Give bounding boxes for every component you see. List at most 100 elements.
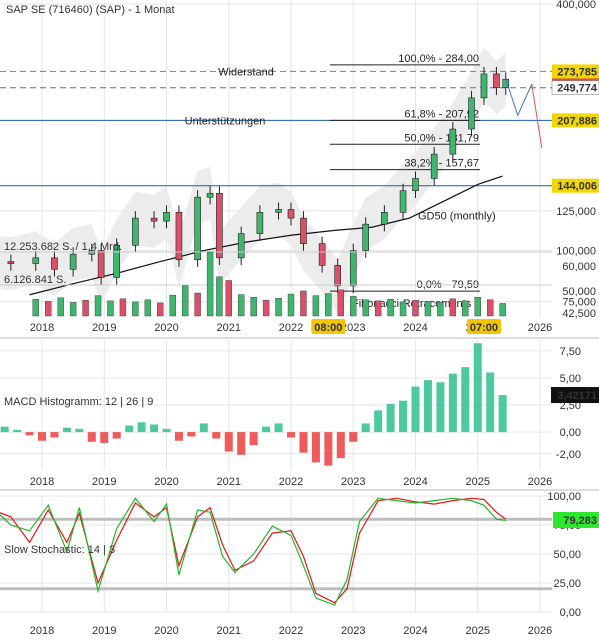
macd-bar — [386, 403, 395, 433]
volume-bar — [474, 296, 481, 317]
volume-bar — [424, 301, 432, 317]
fib-level-label: 100,0% - 284,00 — [398, 53, 479, 65]
macd-bar — [38, 432, 46, 441]
volume-side-tick: 50,000 — [562, 286, 596, 298]
candle-body — [399, 190, 407, 213]
macd-bar — [75, 428, 84, 433]
support-label: Unterstützungen — [185, 115, 266, 127]
volume-bar — [499, 303, 506, 317]
candle-body — [51, 257, 58, 270]
volume-bar — [94, 295, 102, 317]
macd-x-tick: 2023 — [341, 476, 365, 488]
candle-body — [132, 217, 139, 246]
candle-body — [318, 243, 326, 266]
candle-body — [468, 97, 475, 130]
volume-bar — [119, 298, 127, 317]
stoch-tick-label: 100,00 — [547, 491, 581, 503]
volume-side-tick: 42,500 — [562, 308, 596, 320]
stoch-d-line — [0, 497, 506, 606]
macd-bar — [100, 432, 109, 443]
volume-bar — [387, 299, 394, 317]
price-tag — [552, 64, 599, 79]
candle-body — [287, 209, 295, 219]
volume-bar — [169, 294, 176, 317]
price-tick-label: 400,000 — [556, 0, 596, 11]
macd-bar — [125, 425, 134, 433]
stoch-x-tick: 2021 — [217, 625, 241, 637]
volume-bar — [399, 301, 407, 317]
volume-bar — [487, 299, 494, 317]
stoch-value-label: 79,283 — [563, 515, 597, 527]
candle-body — [349, 250, 357, 287]
candle-body — [256, 212, 264, 234]
macd-bar — [212, 432, 221, 439]
stoch-x-tick: 2025 — [466, 625, 490, 637]
stoch-x-tick: 2023 — [341, 625, 365, 637]
candle-body — [430, 153, 438, 179]
macd-title: MACD Histogramm: 12 | 26 | 9 — [4, 396, 153, 408]
macd-value-label: 3,42171 — [557, 390, 597, 402]
macd-bar — [162, 428, 171, 433]
macd-x-tick: 2018 — [30, 476, 54, 488]
volume-bar — [225, 280, 232, 317]
volume-bar — [437, 302, 444, 317]
macd-x-tick: 2021 — [217, 476, 241, 488]
candle-body — [206, 192, 214, 198]
macd-bar — [399, 400, 408, 433]
macd-bar — [87, 432, 96, 442]
volume-bar — [462, 300, 469, 317]
price-tick-label: 125,000 — [556, 206, 596, 218]
macd-bar — [150, 424, 159, 433]
macd-bar — [13, 429, 22, 433]
volume-max-label: 12.253.682 S. / 1,4 Mrd. — [4, 241, 122, 253]
macd-value-tag — [551, 387, 599, 404]
volume-bar — [45, 301, 52, 317]
price-tick-label: 100,000 — [556, 246, 596, 258]
macd-bar — [336, 432, 345, 459]
candle-body — [381, 212, 388, 225]
candle-body — [7, 261, 15, 264]
macd-x-tick: 2026 — [528, 476, 552, 488]
candle-body — [412, 178, 419, 192]
macd-bar — [473, 343, 482, 433]
macd-bar — [187, 432, 196, 437]
candle-body — [480, 73, 488, 99]
price-tag — [552, 113, 599, 128]
stoch-x-tick: 2024 — [403, 625, 427, 637]
volume-bar — [312, 295, 320, 317]
candle-body — [97, 250, 105, 278]
stoch-x-tick: 2020 — [154, 625, 178, 637]
fib-level-label: 38,2% - 157,67 — [404, 158, 479, 170]
volume-bar — [206, 251, 214, 317]
macd-bar — [311, 432, 320, 463]
volume-half-label: 6.126.841 S. — [4, 274, 66, 286]
time-tag — [311, 319, 346, 334]
price-tag-label: 273,785 — [557, 66, 597, 78]
price-x-tick: 2021 — [217, 322, 241, 334]
forecast-arrow-blue — [505, 79, 533, 117]
time-tag-label: 08:00 — [314, 322, 342, 334]
candle-body — [175, 212, 183, 260]
stoch-tick-label: 25,00 — [553, 578, 581, 590]
volume-bar — [237, 294, 245, 317]
macd-bar — [224, 432, 233, 452]
price-tick-label: 75,000 — [562, 297, 596, 309]
macd-bar — [137, 422, 146, 433]
volume-bar — [57, 297, 64, 317]
candle-body — [300, 217, 307, 244]
macd-x-tick: 2022 — [279, 476, 303, 488]
volume-bar — [181, 285, 189, 317]
price-tag-label: 207,886 — [557, 115, 597, 127]
volume-bar — [194, 292, 201, 317]
stoch-tick-label: 50,00 — [553, 549, 581, 561]
candle-body — [275, 209, 282, 213]
volume-bar — [325, 293, 332, 317]
chart-title: SAP SE (716460) (SAP) - 1 Monat — [6, 4, 175, 16]
macd-bar — [299, 432, 308, 453]
macd-bar — [62, 427, 71, 433]
macd-bar — [423, 380, 432, 433]
volume-bar — [250, 296, 257, 317]
candle-body — [449, 128, 457, 155]
macd-tick-label: -2,00 — [556, 449, 581, 461]
